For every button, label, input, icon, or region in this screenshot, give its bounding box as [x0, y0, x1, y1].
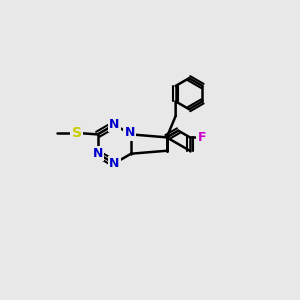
- Text: N: N: [109, 157, 119, 170]
- Text: F: F: [197, 131, 206, 144]
- Text: N: N: [124, 126, 135, 140]
- Text: S: S: [72, 126, 82, 140]
- Text: N: N: [109, 118, 119, 131]
- Text: N: N: [92, 147, 103, 160]
